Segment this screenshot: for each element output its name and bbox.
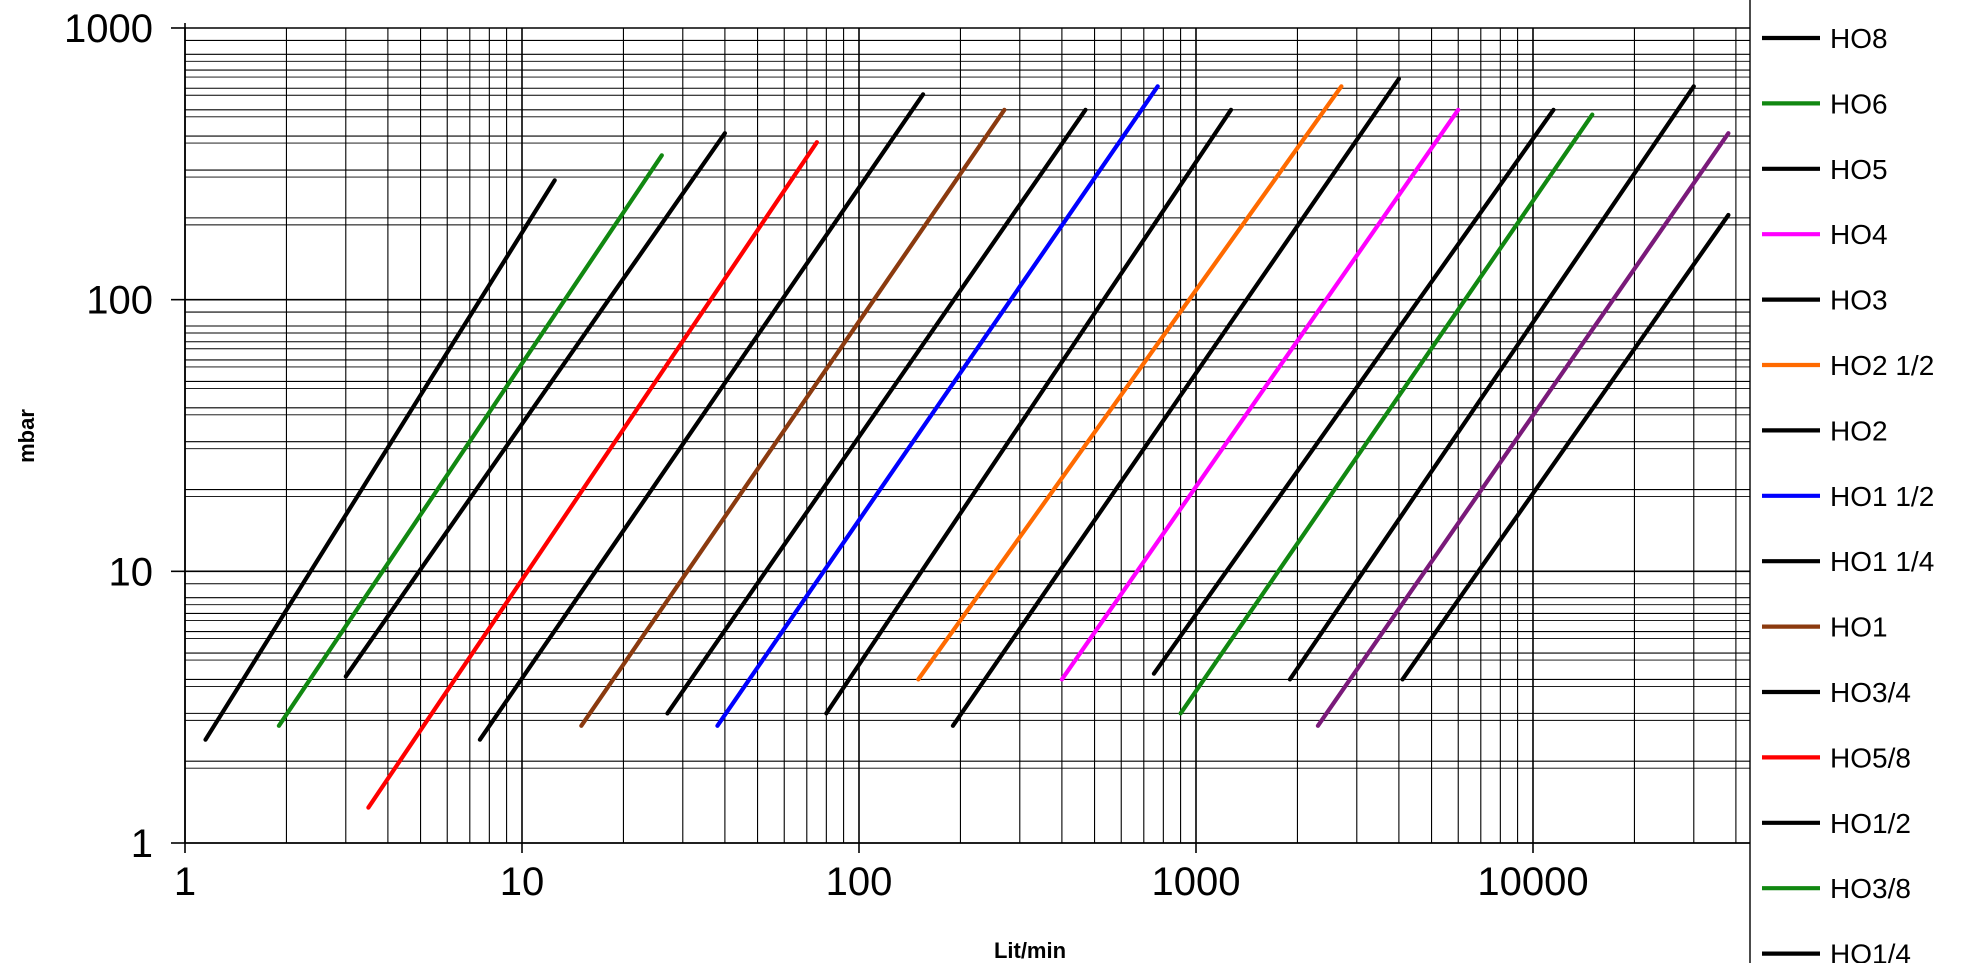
y-tick-label: 1: [131, 822, 153, 866]
series-line-ho5-8: [366, 140, 820, 810]
series-line-ho1: [579, 107, 1007, 728]
series-line-ho8: [1287, 84, 1696, 682]
legend-label: HO8: [1830, 23, 1888, 54]
y-tick-label: 10: [109, 550, 154, 594]
series-lines: [203, 76, 1731, 810]
x-tick-label: 100: [826, 860, 893, 904]
series-line-ho1-1-2: [715, 84, 1160, 728]
series-line-ho3-8: [276, 153, 664, 728]
legend-label: HO2: [1830, 415, 1888, 446]
x-tick-label: 10000: [1477, 860, 1588, 904]
legend-label: HO3: [1830, 285, 1888, 316]
legend-label: HO6: [1830, 88, 1888, 119]
y-tick-label: 1000: [64, 7, 153, 51]
series-line-ho1-1-4: [665, 107, 1088, 716]
legend-label: HO5: [1830, 154, 1888, 185]
legend-label: HO5/8: [1830, 742, 1911, 773]
series-line-ho2-1-2: [916, 84, 1344, 682]
grid: [184, 0, 1751, 963]
series-line-unlabeled: [1315, 131, 1731, 728]
legend-label: HO3/4: [1830, 677, 1911, 708]
legend-label: HO1/4: [1830, 939, 1911, 963]
legend: HO8 HO6 HO5 HO4 HO3 HO2 1/2 HO2 HO1 1/2 HO1 1/4 H…: [1762, 23, 1934, 968]
y-axis-title: mbar: [14, 409, 39, 463]
x-tick-label: 1: [174, 860, 196, 904]
series-line-ho1-4: [203, 178, 557, 742]
series-line-ho2: [824, 107, 1234, 716]
legend-label: HO1/2: [1830, 808, 1911, 839]
series-line-ho3-4: [477, 92, 926, 742]
series-line-ho1-2: [343, 131, 728, 679]
legend-label: HO1: [1830, 612, 1888, 643]
series-line-ho4: [1059, 107, 1461, 682]
legend-label: HO1 1/4: [1830, 546, 1934, 577]
axes: 1 10 100 1000 1 10 100 1000 10000: [64, 7, 1750, 904]
series-line-unlabeled: [1400, 212, 1731, 682]
series-line-ho3: [950, 76, 1402, 728]
y-tick-label: 100: [86, 279, 153, 323]
legend-label: HO2 1/2: [1830, 350, 1934, 381]
legend-label: HO1 1/2: [1830, 481, 1934, 512]
x-tick-label: 1000: [1152, 860, 1241, 904]
legend-label: HO3/8: [1830, 873, 1911, 904]
series-line-ho6: [1178, 112, 1595, 716]
legend-label: HO4: [1830, 219, 1888, 250]
x-tick-label: 10: [500, 860, 545, 904]
series-line-ho5: [1151, 107, 1556, 676]
x-axis-title: Lit/min: [994, 938, 1066, 963]
